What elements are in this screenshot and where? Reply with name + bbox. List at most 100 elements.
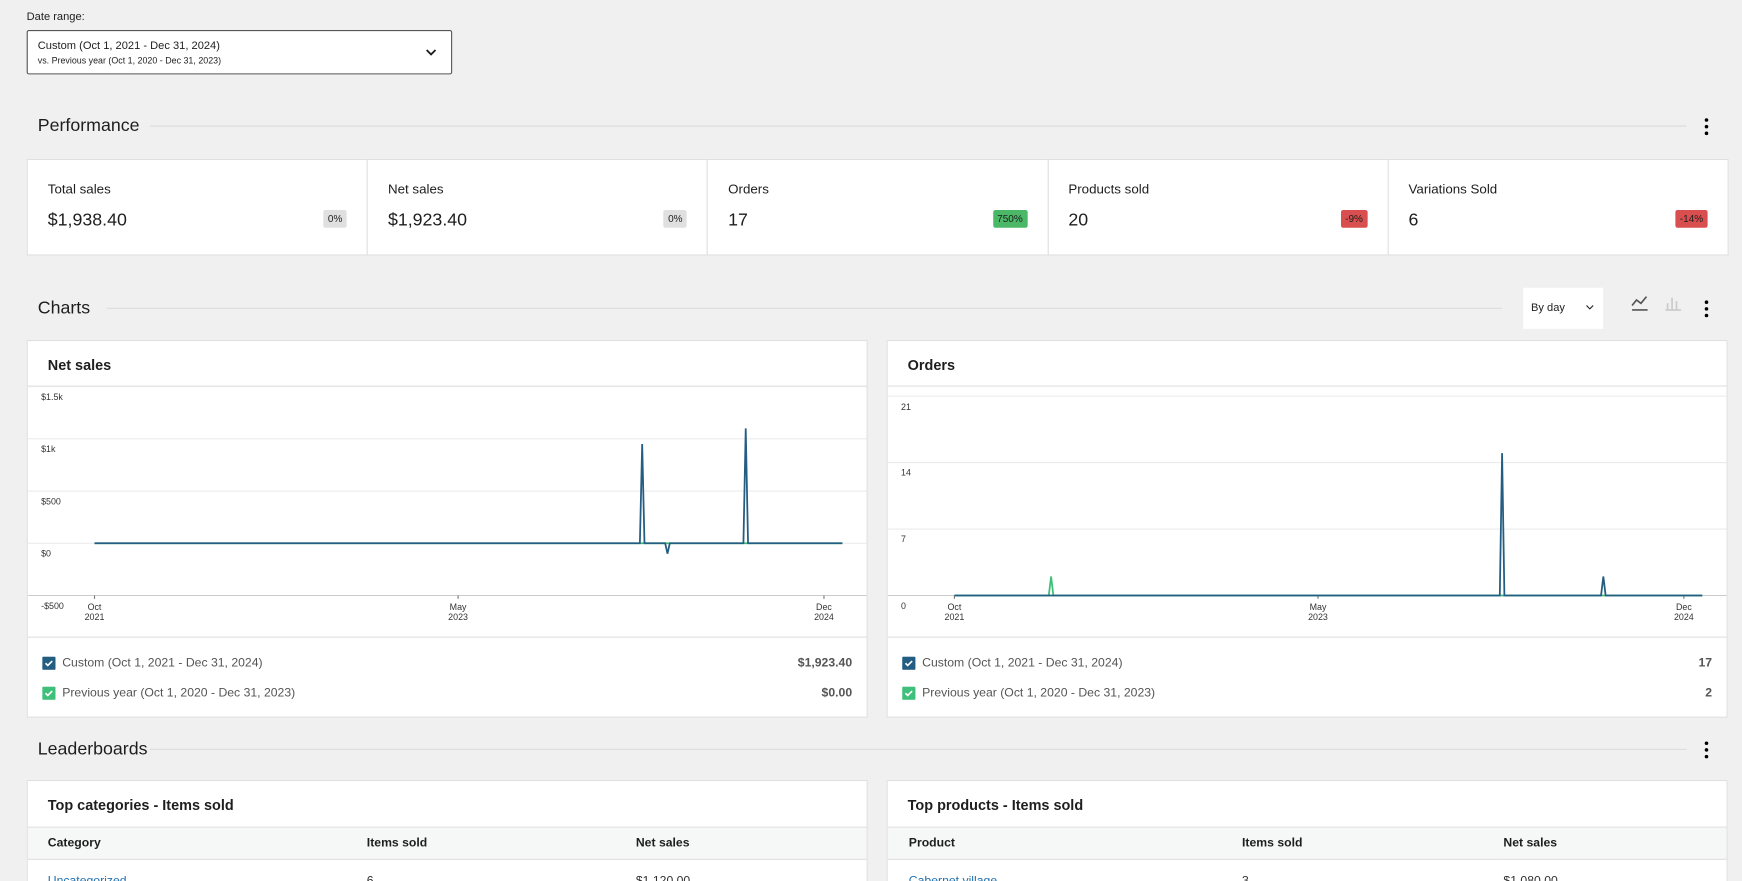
y-tick-label: 21 [901,401,911,412]
column-header: Items sold [366,826,636,860]
row-link[interactable]: Cabernet village [909,874,997,881]
legend-checkbox[interactable] [902,656,916,670]
more-menu[interactable] [1700,117,1713,137]
date-range-label: Date range: [26,11,85,24]
kpi-delta: 0% [663,209,688,228]
y-tick-label: $500 [41,496,61,507]
column-header: Product [887,826,1242,860]
column-header: Items sold [1241,826,1504,860]
x-tick-label: Dec 2024 [814,602,834,623]
series-line [954,576,1703,597]
chart-title: Orders [907,356,956,374]
column-header: Net sales [635,826,867,860]
y-tick-label: 14 [901,468,911,479]
x-tick-label: Dec 2024 [1673,602,1694,623]
row-link[interactable]: Uncategorized [48,874,127,881]
line-chart-toggle[interactable] [1630,294,1650,312]
y-tick-label: 7 [901,534,906,545]
divider [27,385,867,387]
table-cell: Cabernet village [888,859,1242,881]
more-menu[interactable] [1700,299,1713,319]
kpi-label: Total sales [47,181,111,197]
legend-total: 2 [1705,686,1713,700]
leaderboard-title: Top products - Items sold [907,796,1084,814]
legend-label: Custom (Oct 1, 2021 - Dec 31, 2024) [922,656,1123,670]
kpi-value: 17 [728,211,748,230]
kpi-delta: 750% [992,209,1028,228]
table-cell: 6 [367,859,636,881]
checkmark [904,690,913,697]
kpi-label: Products sold [1068,181,1150,197]
checkmark [44,690,53,697]
kpi-value: 6 [1408,211,1419,230]
section-title: Leaderboards [37,739,148,759]
legend-label: Custom (Oct 1, 2021 - Dec 31, 2024) [62,656,263,670]
bar-chart-toggle[interactable] [1664,294,1682,312]
table-row: Cabernet village 3$1,080.00 [888,859,1727,881]
kpi-card[interactable]: Orders 17 750% [707,158,1049,256]
kpi-value: $1,938.40 [47,211,127,230]
plot [887,395,1727,599]
chart-title: Net sales [47,356,112,374]
kpi-label: Net sales [387,181,444,197]
kpi-label: Variations Sold [1408,181,1498,197]
kpi-card[interactable]: Products sold 20 -9% [1047,158,1389,256]
section-title: Charts [37,298,91,318]
legend-total: $0.00 [821,686,853,700]
legend-label: Previous year (Oct 1, 2020 - Dec 31, 202… [922,686,1156,700]
table-cell: $1,120.00 [636,859,867,881]
divider [149,748,1687,750]
column-header: Net sales [1503,826,1727,860]
leaderboard-title: Top categories - Items sold [47,796,234,814]
header-row: Product Items sold Net sales [887,826,1727,860]
interval-select[interactable]: By day [1523,287,1604,329]
checkmark [904,660,913,667]
chevron-icon [425,49,437,56]
series-line [94,428,843,554]
kpi-delta: -14% [1675,209,1708,228]
divider [149,125,1687,127]
legend-total: 17 [1698,656,1713,670]
divider [887,636,1727,638]
header-row: Category Items sold Net sales [27,826,867,860]
legend-checkbox[interactable] [902,686,916,700]
kpi-value: $1,923.40 [387,211,468,230]
legend-label: Previous year (Oct 1, 2020 - Dec 31, 202… [62,686,296,700]
interval-value: By day [1530,302,1565,315]
legend-checkbox[interactable] [42,686,56,700]
legend-total: $1,923.40 [797,656,853,670]
legend-checkbox[interactable] [42,656,56,670]
y-tick-label: -$500 [41,601,64,612]
chevron-icon [1586,305,1594,310]
kpi-card[interactable]: Variations Sold 6 -14% [1387,158,1729,256]
kpi-delta: 0% [323,209,347,228]
leaderboard-panel: Top products - Items sold Product Items so… [886,779,1728,881]
y-tick-label: 0 [901,601,906,612]
kpi-card[interactable]: Net sales $1,923.40 0% [366,158,709,256]
x-tick-label: Oct 2021 [944,602,965,623]
x-tick-label: May 2023 [448,602,468,623]
table-cell: Uncategorized [28,859,367,881]
more-menu[interactable] [1700,740,1713,760]
divider [106,307,1503,309]
kpi-card[interactable]: Total sales $1,938.40 0% [26,158,368,256]
date-range-compare: vs. Previous year (Oct 1, 2020 - Dec 31,… [37,55,222,66]
table-cell: $1,080.00 [1503,859,1726,881]
table-row: Uncategorized 6$1,120.00 [28,859,867,881]
series-line [954,453,1703,597]
date-range-dropdown[interactable]: Custom (Oct 1, 2021 - Dec 31, 2024) vs. … [26,29,453,75]
column-header: Category [27,826,367,860]
y-tick-label: $0 [41,548,52,559]
divider [887,385,1727,387]
x-tick-label: May 2023 [1308,602,1328,623]
kpi-label: Orders [728,181,769,197]
table-cell: 3 [1242,859,1503,881]
chart-panel: Orders 0 7 14 21 Oct 2021 May 2023 Dec 2024 Cust… [886,339,1728,718]
checkmark [44,660,53,667]
chart-panel: Net sales -$500 $0 $500 $1k $1.5k Oct 2021 May … [26,339,868,718]
section-title: Performance [37,116,140,136]
